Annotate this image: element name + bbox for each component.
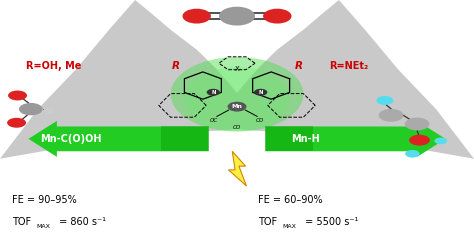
Circle shape [379,109,403,122]
Polygon shape [0,0,474,159]
Text: X: X [235,66,239,72]
Text: MAX: MAX [283,224,296,229]
FancyArrow shape [161,126,209,151]
Text: R=OH, Me: R=OH, Me [26,61,82,71]
Text: TOF: TOF [258,217,277,227]
Circle shape [263,9,292,24]
Text: TOF: TOF [12,217,31,227]
Circle shape [19,103,43,115]
Text: R: R [172,61,179,71]
Circle shape [7,118,26,128]
Circle shape [219,7,255,26]
Text: Mn-H: Mn-H [292,134,320,144]
Text: Mn: Mn [232,104,242,109]
Text: R=NEt₂: R=NEt₂ [329,61,369,71]
Circle shape [434,137,447,144]
Text: Mn-C(O)OH: Mn-C(O)OH [40,134,102,144]
Text: N: N [211,90,216,95]
Circle shape [409,135,430,146]
Ellipse shape [171,57,303,131]
Text: FE = 60–90%: FE = 60–90% [258,195,323,205]
Circle shape [228,102,246,112]
Circle shape [182,9,211,24]
Circle shape [376,96,393,105]
Text: MAX: MAX [36,224,50,229]
FancyArrow shape [265,121,446,157]
Text: OC: OC [210,118,219,123]
Text: N: N [258,90,263,95]
Text: FE = 90–95%: FE = 90–95% [12,195,77,205]
FancyArrow shape [28,121,209,157]
Circle shape [405,118,429,130]
Ellipse shape [185,67,289,131]
Circle shape [43,108,55,114]
Circle shape [8,91,27,100]
FancyArrow shape [265,126,313,151]
Polygon shape [228,151,246,186]
Circle shape [254,89,267,96]
Text: = 860 s⁻¹: = 860 s⁻¹ [56,217,106,227]
Text: = 5500 s⁻¹: = 5500 s⁻¹ [302,217,359,227]
Text: R: R [295,61,302,71]
Text: CO: CO [255,118,264,123]
Circle shape [405,150,419,157]
Circle shape [207,89,220,96]
Text: CO: CO [233,125,241,130]
